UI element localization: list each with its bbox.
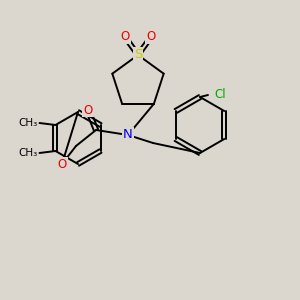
Text: Cl: Cl (214, 88, 226, 101)
Text: CH₃: CH₃ (18, 148, 38, 158)
Text: CH₃: CH₃ (18, 118, 38, 128)
Text: O: O (83, 103, 93, 116)
Text: S: S (134, 49, 142, 62)
Text: O: O (120, 31, 130, 44)
Text: N: N (123, 128, 133, 142)
Text: O: O (146, 31, 156, 44)
Text: O: O (57, 158, 67, 170)
